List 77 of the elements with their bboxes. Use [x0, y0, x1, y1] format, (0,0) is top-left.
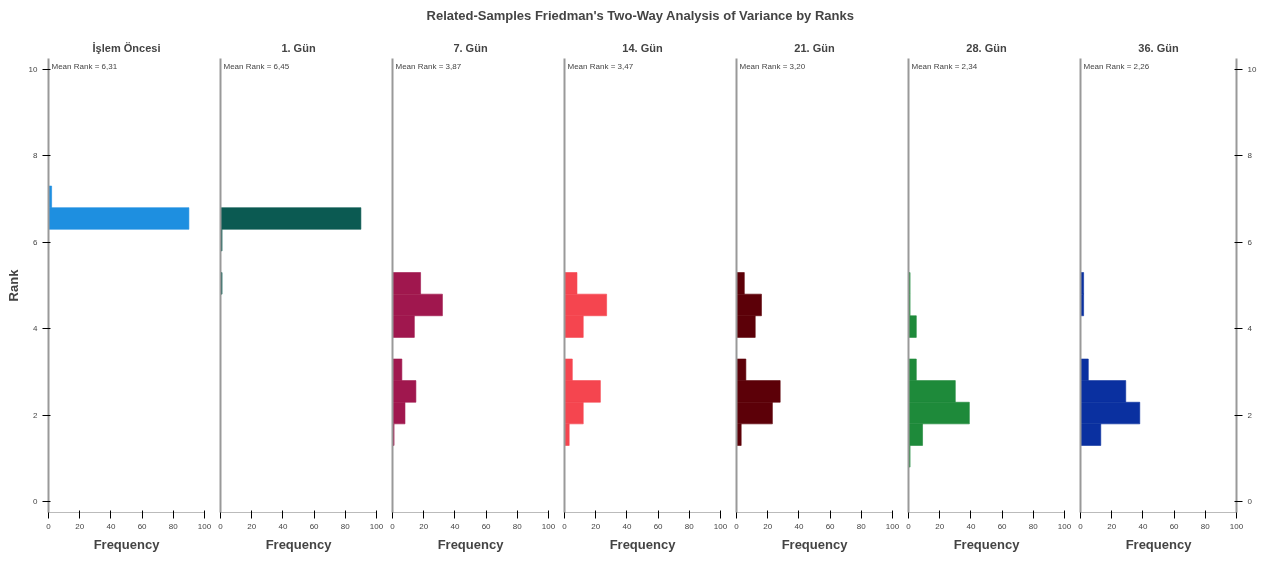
x-tick-label: 20: [763, 521, 773, 531]
x-axis-title: Frequency: [953, 536, 1021, 552]
x-tick-label: 20: [419, 521, 429, 531]
x-tick-label: 20: [247, 521, 257, 531]
x-axis-title: Frequency: [265, 536, 333, 552]
annotation: Mean Rank = 6,31: [51, 61, 118, 71]
x-tick-label: 0: [1078, 521, 1084, 531]
x-tick-label: 60: [825, 521, 836, 531]
y-tick-label: 10: [28, 64, 39, 74]
x-tick-label: 60: [1169, 521, 1180, 531]
annotation: Mean Rank = 3,87: [395, 61, 462, 71]
x-tick-label: 0: [46, 521, 52, 531]
x-tick-label: 60: [137, 521, 148, 531]
y-tick-label: 6: [33, 237, 39, 247]
x-tick-label: 100: [885, 521, 900, 531]
x-tick-label: 40: [450, 521, 460, 531]
x-tick-label: 60: [481, 521, 492, 531]
annotation: Mean Rank = 2,26: [1083, 61, 1150, 71]
x-tick-label: 60: [997, 521, 1008, 531]
x-tick-label: 40: [966, 521, 976, 531]
x-tick-label: 20: [935, 521, 945, 531]
x-tick-label: 40: [1138, 521, 1148, 531]
x-tick-label: 0: [390, 521, 396, 531]
x-tick-label: 0: [562, 521, 568, 531]
y-axis-title: Rank: [5, 268, 21, 302]
y-tick-label: 4: [1247, 324, 1253, 334]
y-tick-label: 2: [1247, 410, 1253, 420]
x-tick-label: 80: [168, 521, 179, 531]
x-axis-title: Frequency: [781, 536, 849, 552]
x-axis-title: Frequency: [1125, 536, 1193, 552]
annotation: Mean Rank = 2,34: [911, 61, 978, 71]
chart-title: 21. Gün: [794, 41, 835, 54]
x-tick-label: 20: [75, 521, 85, 531]
x-tick-label: 80: [684, 521, 695, 531]
x-tick-label: 80: [856, 521, 867, 531]
chart-title: 14. Gün: [622, 41, 663, 54]
y-tick-label: 8: [33, 151, 39, 161]
x-tick-label: 40: [794, 521, 804, 531]
x-tick-label: 100: [1057, 521, 1072, 531]
y-tick-label: 6: [1247, 237, 1253, 247]
text: Related-Samples Friedman's Two-Way Analysis of Variance by Ranks: [426, 7, 854, 23]
x-tick-label: 80: [340, 521, 351, 531]
annotation: Mean Rank = 3,20: [739, 61, 806, 71]
chart-title: 1. Gün: [281, 41, 316, 54]
annotation: Mean Rank = 6,45: [223, 61, 290, 71]
x-tick-label: 0: [906, 521, 912, 531]
x-tick-label: 100: [369, 521, 384, 531]
x-tick-label: 100: [197, 521, 212, 531]
x-tick-label: 100: [1229, 521, 1244, 531]
y-tick-label: 2: [33, 410, 39, 420]
x-tick-label: 100: [541, 521, 556, 531]
x-axis-title: Frequency: [609, 536, 677, 552]
x-tick-label: 40: [622, 521, 632, 531]
x-tick-label: 60: [309, 521, 320, 531]
y-tick-label: 4: [33, 324, 39, 334]
y-tick-label: 10: [1247, 64, 1257, 74]
x-tick-label: 60: [653, 521, 664, 531]
x-tick-label: 20: [1107, 521, 1117, 531]
x-tick-label: 40: [278, 521, 288, 531]
chart-title: 36. Gün: [1138, 41, 1179, 54]
chart-title: 7. Gün: [453, 41, 488, 54]
x-tick-label: 100: [713, 521, 728, 531]
x-tick-label: 80: [1200, 521, 1211, 531]
x-axis-title: Frequency: [437, 536, 505, 552]
y-tick-label: 0: [33, 497, 39, 507]
x-axis-title: Frequency: [93, 536, 161, 552]
annotation: Mean Rank = 3,47: [567, 61, 634, 71]
chart-title: 28. Gün: [966, 41, 1007, 54]
x-tick-label: 0: [218, 521, 224, 531]
x-tick-label: 0: [734, 521, 740, 531]
chart-title: İşlem Öncesi: [92, 41, 161, 54]
x-tick-label: 20: [591, 521, 601, 531]
x-tick-label: 40: [106, 521, 116, 531]
y-tick-label: 8: [1247, 151, 1253, 161]
x-tick-label: 80: [512, 521, 523, 531]
x-tick-label: 80: [1028, 521, 1039, 531]
y-tick-label: 0: [1247, 497, 1253, 507]
